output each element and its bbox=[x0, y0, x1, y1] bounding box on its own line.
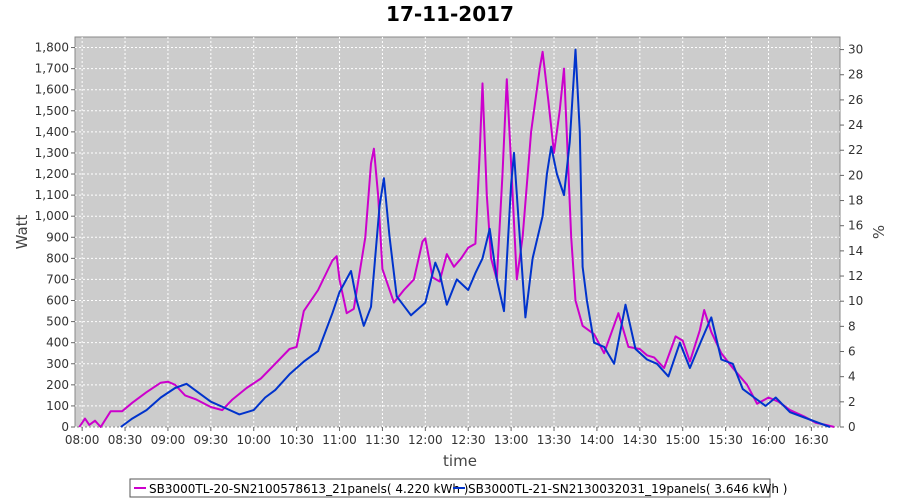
x-tick-label: 11:00 bbox=[322, 433, 357, 447]
y2-tick-label: 18 bbox=[848, 194, 863, 208]
y-tick-label: 1,400 bbox=[35, 125, 69, 139]
x-tick-label: 13:30 bbox=[537, 433, 572, 447]
y-tick-label: 300 bbox=[46, 357, 69, 371]
y2-tick-label: 30 bbox=[848, 43, 863, 57]
y2-tick-label: 6 bbox=[848, 345, 856, 359]
y-tick-label: 900 bbox=[46, 230, 69, 244]
y-tick-label: 800 bbox=[46, 251, 69, 265]
x-axis-label: time bbox=[443, 452, 477, 470]
y-tick-label: 400 bbox=[46, 336, 69, 350]
y-tick-label: 1,300 bbox=[35, 146, 69, 160]
x-tick-label: 09:30 bbox=[194, 433, 229, 447]
x-tick-label: 14:00 bbox=[580, 433, 615, 447]
x-tick-label: 09:00 bbox=[151, 433, 186, 447]
y-tick-label: 1,600 bbox=[35, 83, 69, 97]
x-tick-label: 16:00 bbox=[751, 433, 786, 447]
grid-lines bbox=[75, 37, 840, 428]
y-axis-label: Watt bbox=[13, 214, 31, 249]
y2-tick-label: 10 bbox=[848, 294, 863, 308]
y-tick-label: 100 bbox=[46, 399, 69, 413]
y2-axis-label: % bbox=[870, 225, 888, 239]
y-tick-label: 1,200 bbox=[35, 167, 69, 181]
y2-tick-label: 8 bbox=[848, 319, 856, 333]
legend: SB3000TL-20-SN2100578613_21panels( 4.220… bbox=[129, 478, 787, 498]
x-axis-ticks: 08:00 08:30 09:00 09:30 10:00 10:30 11:00 11:30… bbox=[65, 427, 829, 447]
legend-box bbox=[129, 478, 771, 498]
series-line-1 bbox=[120, 48, 831, 428]
y2-tick-label: 14 bbox=[848, 244, 863, 258]
x-tick-label: 10:00 bbox=[236, 433, 271, 447]
x-tick-label: 12:00 bbox=[408, 433, 443, 447]
y-tick-label: 1,500 bbox=[35, 104, 69, 118]
y-tick-label: 600 bbox=[46, 294, 69, 308]
y2-tick-label: 2 bbox=[848, 395, 856, 409]
x-tick-label: 10:30 bbox=[279, 433, 314, 447]
y2-tick-label: 22 bbox=[848, 143, 863, 157]
chart-title: 17-11-2017 bbox=[386, 2, 514, 26]
legend-entry: SB3000TL-20-SN2100578613_21panels( 4.220… bbox=[149, 482, 468, 496]
plot-area bbox=[74, 36, 841, 428]
y2-tick-label: 20 bbox=[848, 168, 863, 182]
x-tick-label: 08:00 bbox=[65, 433, 100, 447]
x-tick-label: 13:00 bbox=[494, 433, 529, 447]
y-tick-label: 1,800 bbox=[35, 41, 69, 55]
y-tick-label: 200 bbox=[46, 378, 69, 392]
x-tick-label: 16:30 bbox=[794, 433, 829, 447]
y-tick-label: 1,700 bbox=[35, 62, 69, 76]
y-axis-ticks: 0 100 200 300 400 500 600 700 800 900 1,000 1,100 1,… bbox=[35, 41, 75, 434]
series-lines bbox=[78, 48, 835, 428]
y2-tick-label: 26 bbox=[848, 93, 863, 107]
x-tick-label: 12:30 bbox=[451, 433, 486, 447]
y2-tick-label: 0 bbox=[848, 420, 856, 434]
x-tick-label: 08:30 bbox=[108, 433, 143, 447]
y-tick-label: 1,100 bbox=[35, 188, 69, 202]
y-tick-label: 500 bbox=[46, 315, 69, 329]
y2-tick-label: 12 bbox=[848, 269, 863, 283]
legend-entry: SB3000TL-21-SN2130032031_19panels( 3.646… bbox=[468, 482, 787, 496]
y2-tick-label: 28 bbox=[848, 68, 863, 82]
y-tick-label: 700 bbox=[46, 272, 69, 286]
x-tick-label: 14:30 bbox=[623, 433, 658, 447]
x-tick-label: 15:00 bbox=[665, 433, 700, 447]
x-tick-label: 15:30 bbox=[708, 433, 743, 447]
y2-tick-label: 16 bbox=[848, 219, 863, 233]
y-tick-label: 1,000 bbox=[35, 209, 69, 223]
y-tick-label: 0 bbox=[61, 420, 69, 434]
y2-tick-label: 24 bbox=[848, 118, 863, 132]
y2-tick-label: 4 bbox=[848, 370, 856, 384]
x-tick-label: 11:30 bbox=[365, 433, 400, 447]
